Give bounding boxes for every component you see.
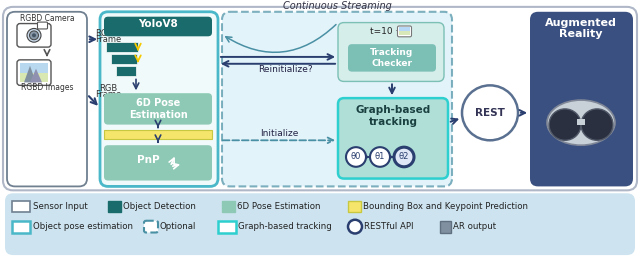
FancyBboxPatch shape bbox=[530, 12, 633, 186]
FancyBboxPatch shape bbox=[5, 193, 635, 255]
Bar bbox=[399, 31, 410, 35]
Bar bbox=[348, 201, 361, 212]
FancyBboxPatch shape bbox=[338, 23, 444, 81]
FancyBboxPatch shape bbox=[397, 26, 412, 37]
Text: Bounding Box and Keypoint Prediction: Bounding Box and Keypoint Prediction bbox=[363, 202, 528, 211]
Text: Continuous Streaming: Continuous Streaming bbox=[283, 1, 392, 11]
Text: Optional: Optional bbox=[160, 222, 196, 231]
Text: θ1: θ1 bbox=[375, 153, 385, 161]
Text: Frame: Frame bbox=[95, 90, 121, 99]
Text: RGBD Camera: RGBD Camera bbox=[20, 14, 74, 23]
FancyBboxPatch shape bbox=[17, 24, 51, 47]
Bar bbox=[104, 131, 212, 139]
Circle shape bbox=[370, 147, 390, 167]
Text: Tracking
Checker: Tracking Checker bbox=[371, 48, 413, 68]
Bar bbox=[218, 221, 236, 233]
FancyBboxPatch shape bbox=[144, 221, 158, 233]
FancyBboxPatch shape bbox=[104, 93, 212, 125]
FancyBboxPatch shape bbox=[348, 44, 436, 72]
Text: PnP: PnP bbox=[137, 155, 159, 165]
FancyBboxPatch shape bbox=[338, 98, 448, 178]
Text: RGBD Images: RGBD Images bbox=[20, 83, 73, 92]
Bar bbox=[12, 221, 30, 233]
Polygon shape bbox=[30, 69, 42, 82]
Bar bbox=[108, 201, 121, 212]
Bar bbox=[20, 73, 48, 82]
Text: RESTful API: RESTful API bbox=[364, 222, 413, 231]
Bar bbox=[20, 63, 48, 73]
FancyBboxPatch shape bbox=[7, 12, 87, 186]
Circle shape bbox=[32, 33, 36, 37]
Bar bbox=[111, 54, 137, 64]
Circle shape bbox=[581, 109, 613, 140]
Text: Reinitialize?: Reinitialize? bbox=[258, 65, 312, 74]
Text: 6D Pose
Estimation: 6D Pose Estimation bbox=[129, 98, 188, 120]
Text: RGBD: RGBD bbox=[95, 29, 120, 38]
Bar bbox=[12, 201, 30, 212]
Text: Augmented
Reality: Augmented Reality bbox=[545, 18, 617, 39]
FancyBboxPatch shape bbox=[104, 145, 212, 181]
Polygon shape bbox=[24, 66, 36, 82]
Bar bbox=[106, 42, 138, 52]
Text: t=10 ·: t=10 · bbox=[370, 27, 398, 36]
Text: 6D Pose Estimation: 6D Pose Estimation bbox=[237, 202, 321, 211]
Circle shape bbox=[549, 109, 581, 140]
Bar bbox=[116, 66, 136, 76]
FancyBboxPatch shape bbox=[3, 7, 637, 190]
Circle shape bbox=[27, 28, 41, 42]
Bar bbox=[547, 118, 615, 127]
Text: YoloV8: YoloV8 bbox=[138, 18, 178, 28]
Circle shape bbox=[29, 31, 38, 40]
Circle shape bbox=[348, 220, 362, 234]
Text: θ0: θ0 bbox=[351, 153, 361, 161]
Text: Graph-based
tracking: Graph-based tracking bbox=[355, 105, 431, 127]
Bar bbox=[222, 201, 235, 212]
Circle shape bbox=[462, 85, 518, 140]
Text: RGB: RGB bbox=[99, 84, 117, 93]
Text: AR output: AR output bbox=[453, 222, 496, 231]
FancyBboxPatch shape bbox=[17, 60, 51, 85]
Text: Initialize: Initialize bbox=[260, 130, 298, 138]
Bar bbox=[399, 27, 410, 31]
Circle shape bbox=[346, 147, 366, 167]
Text: Graph-based tracking: Graph-based tracking bbox=[238, 222, 332, 231]
FancyBboxPatch shape bbox=[38, 22, 47, 29]
Text: Sensor Input: Sensor Input bbox=[33, 202, 88, 211]
Text: Object pose estimation: Object pose estimation bbox=[33, 222, 133, 231]
Text: REST: REST bbox=[475, 108, 505, 118]
Text: Frame: Frame bbox=[95, 35, 121, 44]
Text: θ2: θ2 bbox=[399, 153, 409, 161]
FancyBboxPatch shape bbox=[100, 12, 218, 186]
Text: Object Detection: Object Detection bbox=[123, 202, 196, 211]
Bar bbox=[440, 221, 451, 234]
FancyBboxPatch shape bbox=[222, 12, 452, 186]
Ellipse shape bbox=[547, 100, 615, 145]
Bar bbox=[577, 119, 585, 125]
Circle shape bbox=[394, 147, 414, 167]
FancyBboxPatch shape bbox=[104, 17, 212, 36]
